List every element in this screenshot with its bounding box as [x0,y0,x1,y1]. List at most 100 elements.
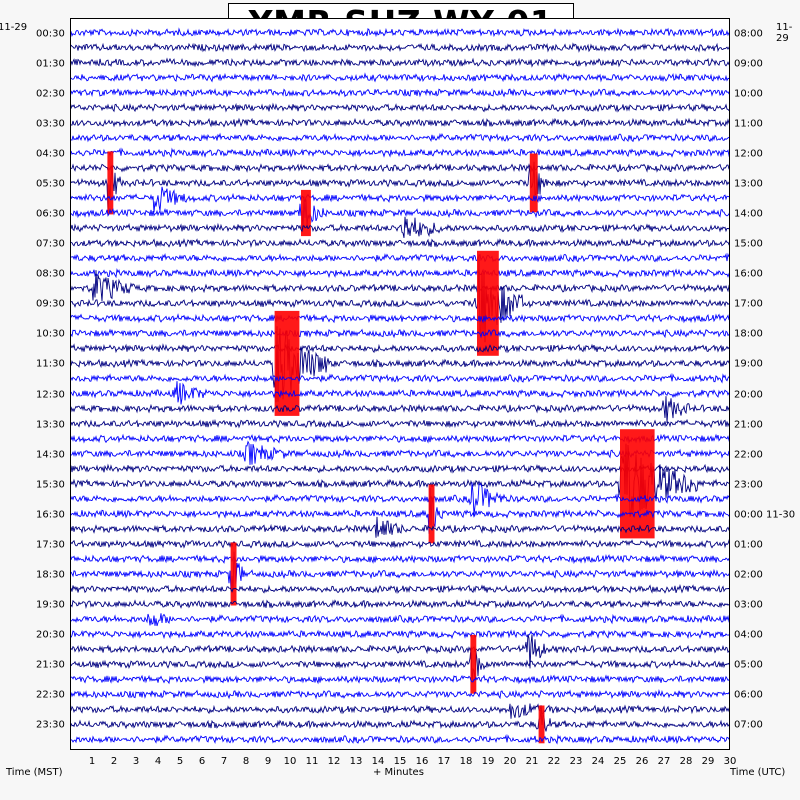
trace-row-9 [71,162,729,173]
x-tick-label: 26 [635,756,649,767]
trace-row-35 [71,554,729,565]
x-tick-label: 27 [657,756,671,767]
x-tick-label: 8 [242,756,250,767]
right-time-label: 18:00 [734,328,763,340]
left-time-label: 08:30 [36,268,65,280]
x-tick-label: 3 [132,756,140,767]
x-tick-label: 4 [154,756,162,767]
trace-row-34 [71,539,729,550]
right-time-label: 04:00 [734,629,763,641]
right-time-label: 07:00 [734,719,763,731]
x-tick-label: 1 [88,756,96,767]
left-time-label: 00:30 [36,28,65,40]
trace-row-10 [71,161,729,212]
right-time-label: 03:00 [734,599,763,611]
left-time-label: 06:30 [36,208,65,220]
right-time-label: 00:00 11-30 [734,509,796,521]
trace-row-38 [71,598,729,609]
x-tick-label: 28 [679,756,693,767]
x-tick-label: 18 [459,756,473,767]
x-tick-label: 21 [525,756,539,767]
right-time-label: 22:00 [734,449,763,461]
trace-row-44 [71,689,729,700]
left-time-label: 04:30 [36,148,65,160]
trace-row-47 [71,734,729,745]
x-tick-label: 30 [723,756,737,767]
left-time-label: 21:30 [36,659,65,671]
right-time-label: 16:00 [734,268,763,280]
trace-row-33 [71,516,729,538]
left-time-label: 12:30 [36,389,65,401]
right-time-label: 15:00 [734,238,763,250]
left-time-label: 14:30 [36,449,65,461]
left-time-label: 07:30 [36,238,65,250]
right-time-label: 20:00 [734,389,763,401]
clipped-signal-row-30-0 [620,429,655,539]
trace-row-20 [71,328,729,339]
x-tick-label: 9 [264,756,272,767]
left-time-label: 18:30 [36,569,65,581]
trace-row-45 [71,703,729,719]
right-time-label: 11:00 [734,118,763,130]
x-tick-label: 17 [437,756,451,767]
x-tick-label: 14 [371,756,385,767]
clipped-signal-row-32-0 [428,484,435,544]
trace-row-16 [71,268,729,279]
x-tick-label: 2 [110,756,118,767]
trace-row-11 [71,186,729,213]
trace-row-17 [71,270,729,302]
trace-row-21 [71,343,729,354]
left-time-label: 02:30 [36,88,65,100]
clipped-signal-row-18-0 [477,250,499,356]
trace-row-12 [71,196,729,230]
trace-row-8 [71,147,729,159]
clipped-signal-row-42-0 [470,634,477,694]
x-tick-label: 19 [481,756,495,767]
left-time-label: 05:30 [36,178,65,190]
right-time-label: 23:00 [734,479,763,491]
right-time-label: 08:00 [734,28,763,40]
trace-row-2 [71,57,729,68]
left-time-label: 16:30 [36,509,65,521]
trace-row-4 [71,88,729,98]
trace-row-18 [71,254,729,343]
right-axis-label: Time (UTC) [730,767,786,778]
trace-row-46 [71,710,729,732]
trace-row-41 [71,634,729,669]
trace-row-7 [71,132,729,143]
trace-row-37 [71,583,729,594]
trace-row-6 [71,117,729,128]
trace-row-14 [71,238,729,248]
right-time-label: 02:00 [734,569,763,581]
right-time-label: 05:00 [734,659,763,671]
left-time-label: 19:30 [36,599,65,611]
x-tick-label: 5 [176,756,184,767]
trace-row-32 [71,487,729,534]
trace-row-31 [71,482,729,516]
trace-row-5 [71,102,729,113]
helicorder-traces [71,27,729,745]
x-tick-label: 7 [220,756,228,767]
right-time-label: 19:00 [734,358,763,370]
seismogram-plot-area [70,18,730,750]
x-tick-label: 6 [198,756,206,767]
right-time-label: 13:00 [734,178,763,190]
clipped-signal-row-22-0 [274,310,300,416]
x-tick-label: 15 [393,756,407,767]
clipped-signal-row-12-0 [301,189,311,237]
trace-row-23 [71,373,729,384]
date-label-left: 11-29 [0,22,28,33]
trace-row-1 [71,42,729,53]
x-tick-label: 23 [569,756,583,767]
left-time-label: 20:30 [36,629,65,641]
x-tick-label: 16 [415,756,429,767]
clipped-signal-row-36-0 [230,542,237,606]
x-tick-label: 25 [613,756,627,767]
trace-row-13 [71,216,729,238]
clipped-signal-row-10-1 [529,153,538,213]
left-time-label: 17:30 [36,539,65,551]
right-time-label: 21:00 [734,419,763,431]
trace-row-25 [71,396,729,424]
trace-row-26 [71,418,729,429]
trace-row-39 [71,613,729,627]
